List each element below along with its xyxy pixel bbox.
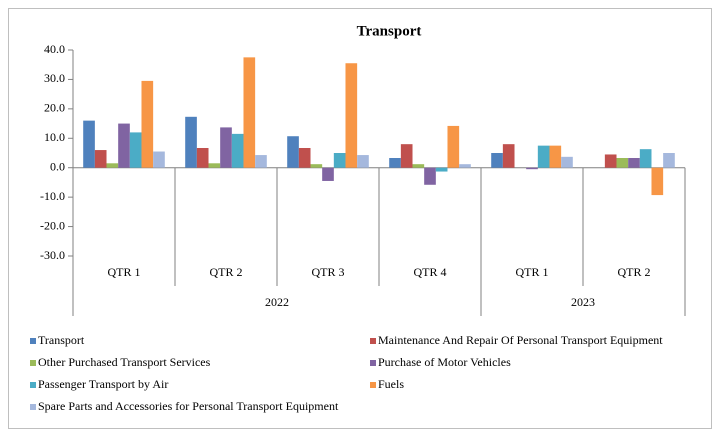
- bar: [639, 149, 652, 168]
- legend-swatch: [30, 360, 36, 366]
- bar: [185, 116, 197, 168]
- bar: [549, 145, 562, 168]
- y-tick-label: 40.0: [44, 42, 65, 56]
- x-tick-label: QTR 1: [516, 265, 549, 279]
- bar: [651, 167, 664, 196]
- x-tick-label: QTR 4: [414, 265, 447, 279]
- bar: [400, 144, 413, 168]
- bar: [616, 158, 629, 168]
- bar: [83, 120, 95, 168]
- bar: [459, 164, 471, 168]
- legend-swatch: [30, 382, 36, 388]
- bar: [628, 158, 640, 168]
- bar: [322, 167, 334, 181]
- legend-label: Maintenance And Repair Of Personal Trans…: [378, 333, 663, 347]
- y-tick-label: -30.0: [40, 248, 65, 262]
- bar: [208, 163, 221, 168]
- bar: [447, 125, 460, 168]
- bar: [196, 147, 209, 168]
- bar: [561, 156, 573, 168]
- legend-label: Spare Parts and Accessories for Personal…: [38, 399, 339, 413]
- legend-label: Purchase of Motor Vehicles: [378, 355, 511, 369]
- bar: [298, 147, 311, 168]
- x-tick-label: QTR 1: [108, 265, 141, 279]
- bar: [412, 164, 425, 168]
- legend-swatch: [370, 382, 376, 388]
- legend-label: Passenger Transport by Air: [38, 377, 168, 391]
- bar: [118, 123, 130, 168]
- bar: [141, 80, 154, 168]
- bar: [243, 57, 256, 168]
- legend-label: Transport: [38, 333, 85, 347]
- legend-swatch: [30, 404, 36, 410]
- bar: [357, 155, 369, 168]
- bar: [255, 155, 267, 168]
- bar: [231, 133, 244, 168]
- x-tick-label: QTR 2: [210, 265, 243, 279]
- bar: [491, 153, 503, 168]
- bar: [345, 63, 358, 168]
- bar: [424, 167, 436, 185]
- legend-swatch: [370, 338, 376, 344]
- bar: [663, 153, 675, 168]
- group-label: 2023: [571, 295, 595, 309]
- bar: [129, 132, 142, 168]
- y-tick-label: -20.0: [40, 218, 65, 232]
- bar: [502, 144, 515, 168]
- bar: [435, 167, 448, 172]
- x-tick-label: QTR 2: [618, 265, 651, 279]
- y-tick-label: 0.0: [50, 159, 65, 173]
- chart-border: [8, 8, 712, 429]
- bar: [389, 158, 401, 168]
- y-tick-label: -10.0: [40, 189, 65, 203]
- bar: [106, 163, 119, 168]
- y-tick-label: 10.0: [44, 130, 65, 144]
- y-tick-label: 30.0: [44, 71, 65, 85]
- bar: [604, 154, 617, 168]
- legend-swatch: [30, 338, 36, 344]
- y-tick-label: 20.0: [44, 101, 65, 115]
- bar: [220, 127, 232, 168]
- bar: [94, 150, 107, 168]
- bar: [310, 164, 323, 168]
- bar: [537, 145, 550, 168]
- legend-label: Other Purchased Transport Services: [38, 355, 211, 369]
- legend-label: Fuels: [378, 377, 404, 391]
- bar: [153, 151, 165, 168]
- legend-swatch: [370, 360, 376, 366]
- x-tick-label: QTR 3: [312, 265, 345, 279]
- group-label: 2022: [265, 295, 289, 309]
- bar: [333, 153, 346, 168]
- bar: [287, 136, 299, 168]
- bar: [526, 167, 538, 170]
- chart-title: Transport: [357, 23, 422, 39]
